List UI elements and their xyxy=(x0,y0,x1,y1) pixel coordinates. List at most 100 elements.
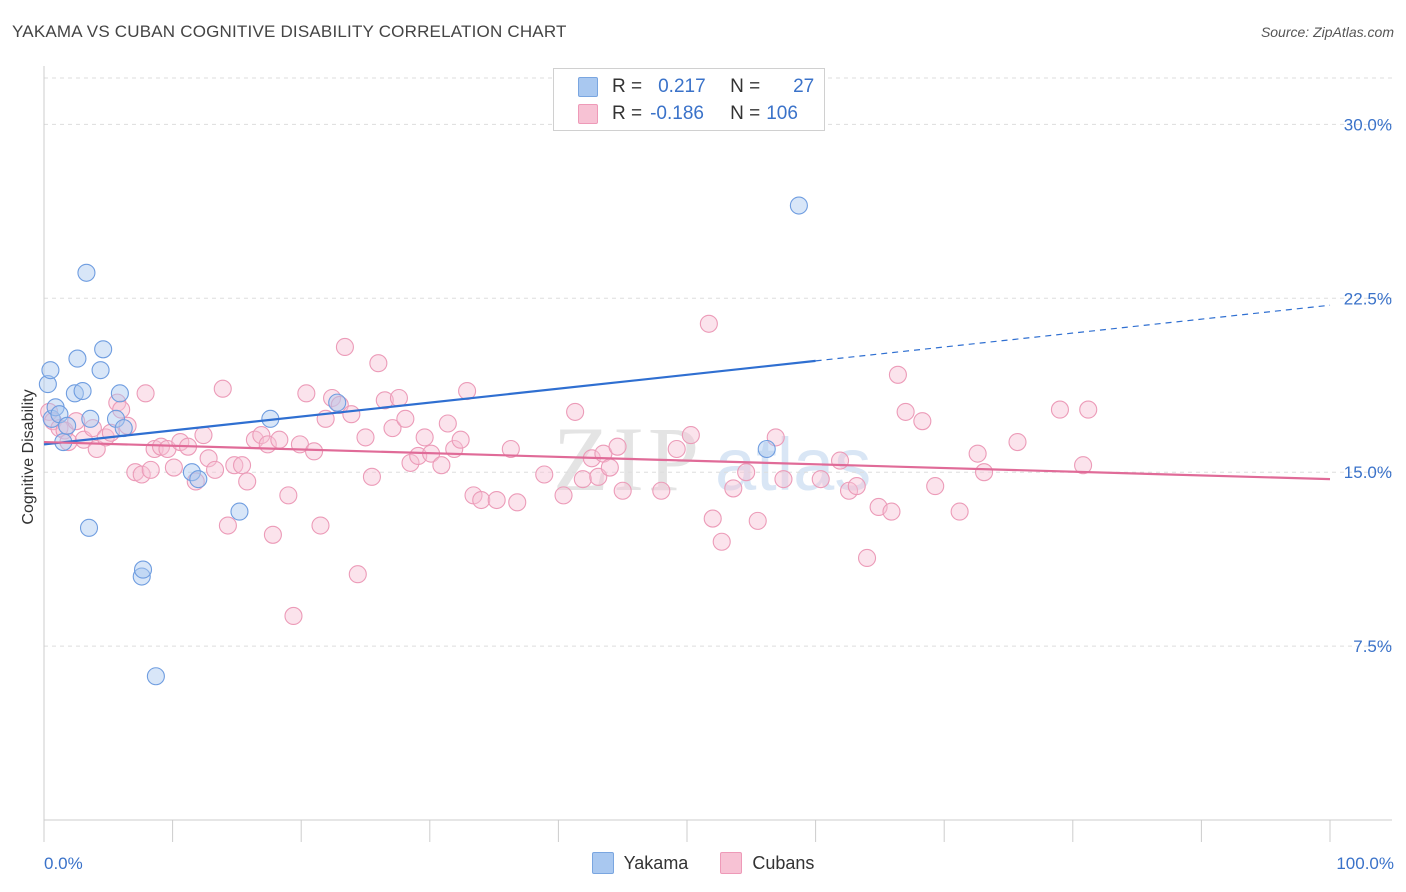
cubans-point xyxy=(501,439,520,459)
legend-row-yakama: R = 0.217 N = 27 xyxy=(578,74,814,100)
cubans-point xyxy=(882,502,901,521)
cubans-point xyxy=(554,486,573,505)
cubans-point xyxy=(279,486,298,505)
cubans-point xyxy=(1079,400,1098,419)
cubans-point xyxy=(703,509,722,528)
cubans-trend-line xyxy=(43,440,1331,481)
x-tick-label: 100.0% xyxy=(1336,854,1394,873)
yakama-swatch xyxy=(578,77,598,97)
cubans-point xyxy=(613,481,632,500)
cubans-point xyxy=(472,490,491,510)
cubans-point xyxy=(375,391,394,410)
cubans-point xyxy=(438,414,457,433)
cubans-point xyxy=(487,490,506,510)
cubans-point xyxy=(401,453,420,472)
r-label: R = xyxy=(612,76,643,97)
cubans-point xyxy=(396,409,415,428)
cubans-point xyxy=(305,442,324,461)
legend-item-cubans[interactable]: Cubans xyxy=(720,852,814,874)
cubans-point xyxy=(164,458,183,477)
cubans-point xyxy=(415,428,434,447)
cubans-point xyxy=(737,463,756,482)
cubans-swatch xyxy=(578,104,598,124)
cubans-point xyxy=(432,456,451,475)
cubans-point xyxy=(950,502,969,521)
cubans-point xyxy=(1074,456,1093,475)
cubans-point xyxy=(342,405,361,424)
chart-title: YAKAMA VS CUBAN COGNITIVE DISABILITY COR… xyxy=(12,22,567,41)
cubans-point xyxy=(199,449,218,468)
cubans-point xyxy=(681,426,700,445)
yakama-point xyxy=(81,409,100,428)
yakama-point xyxy=(94,340,113,359)
cubans-point xyxy=(975,463,994,482)
cubans-point xyxy=(508,493,527,512)
yakama-trend-line xyxy=(43,359,816,446)
gridlines xyxy=(44,77,1392,647)
y-tick-label: 30.0% xyxy=(1344,115,1392,134)
yakama-trend-extension xyxy=(815,304,1331,362)
cubans-point xyxy=(1050,400,1069,419)
source-credit: Source: ZipAtlas.com xyxy=(1260,24,1394,40)
cubans-point xyxy=(218,516,237,535)
cubans-point xyxy=(205,460,225,479)
cubans-point xyxy=(225,456,244,475)
yakama-point xyxy=(328,393,347,412)
cubans-point xyxy=(270,430,289,449)
cubans-point xyxy=(356,428,375,447)
legend-row-cubans: R = -0.186 N = 106 xyxy=(578,101,806,127)
yakama-swatch xyxy=(591,852,614,874)
yakama-point xyxy=(106,409,126,428)
cubans-point xyxy=(608,437,627,456)
r-label: R = xyxy=(612,103,643,124)
yakama-point xyxy=(68,349,87,368)
yakama-point xyxy=(132,567,151,586)
cubans-point xyxy=(847,477,866,496)
cubans-point xyxy=(232,456,252,475)
legend-item-yakama[interactable]: Yakama xyxy=(591,852,688,874)
yakama-point xyxy=(77,263,96,282)
stats-legend: R = 0.217 N = 27 R = -0.186 N = 106 xyxy=(553,68,825,131)
cubans-point xyxy=(194,426,213,445)
y-tick-label: 22.5% xyxy=(1344,289,1392,308)
series-legend: Yakama Cubans xyxy=(0,852,1406,874)
cubans-point xyxy=(252,426,271,445)
r-value: 0.217 xyxy=(658,76,706,97)
cubans-point xyxy=(297,384,316,403)
cubans-point xyxy=(141,460,160,479)
cubans-point xyxy=(186,472,205,491)
cubans-point xyxy=(573,470,592,489)
cubans-point xyxy=(348,565,367,584)
n-label: N = xyxy=(730,76,761,97)
yakama-point xyxy=(757,439,776,459)
yakama-point xyxy=(41,361,60,380)
legend-label-cubans: Cubans xyxy=(752,852,815,873)
cubans-point xyxy=(136,384,155,403)
cubans-point xyxy=(238,472,257,491)
yakama-point xyxy=(189,470,208,489)
y-tick-label: 7.5% xyxy=(1353,637,1392,656)
yakama-point xyxy=(789,196,808,215)
cubans-point xyxy=(213,379,232,398)
cubans-point xyxy=(383,419,402,438)
yakama-point xyxy=(182,463,201,482)
cubans-point xyxy=(263,525,282,544)
yakama-points xyxy=(38,196,808,686)
yakama-point xyxy=(146,667,165,686)
cubans-point xyxy=(724,479,743,498)
cubans-point xyxy=(600,458,619,477)
cubans-point xyxy=(811,470,830,489)
n-value: 27 xyxy=(793,76,815,97)
cubans-point xyxy=(451,430,470,449)
cubans-point xyxy=(926,477,945,496)
yakama-point xyxy=(230,502,249,521)
cubans-point xyxy=(311,516,330,535)
cubans-point xyxy=(652,481,671,500)
cubans-point xyxy=(830,451,850,470)
cubans-swatch xyxy=(720,852,743,874)
cubans-point xyxy=(362,467,381,486)
y-axis-label: Cognitive Disability xyxy=(20,389,37,524)
cubans-point xyxy=(857,548,877,568)
y-tick-label: 15.0% xyxy=(1344,463,1392,482)
